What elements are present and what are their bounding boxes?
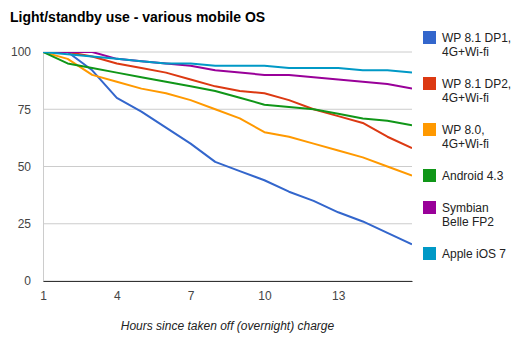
y-tick: 75 <box>18 103 43 117</box>
series-line <box>43 52 412 73</box>
series-line <box>43 52 412 125</box>
y-tick-label: 75 <box>18 103 32 117</box>
legend-swatch <box>423 201 436 214</box>
legend-label: Android 4.3 <box>442 169 504 183</box>
legend-label-line: Belle FP2 <box>442 215 494 229</box>
legend-label-line: WP 8.1 DP1, <box>442 31 511 45</box>
legend-item: WP 8.1 DP2,4G+Wi-fi <box>423 77 511 105</box>
x-tick: 4 <box>114 281 121 303</box>
x-axis-line <box>44 281 413 282</box>
y-tick-label: 25 <box>18 217 32 231</box>
y-tick: 0 <box>24 274 43 288</box>
legend-label-line: Apple iOS 7 <box>442 247 506 261</box>
legend-label-line: Symbian <box>442 201 489 215</box>
grid <box>43 52 412 281</box>
x-axis-title: Hours since taken off (overnight) charge <box>121 319 335 333</box>
y-tick: 25 <box>18 217 43 231</box>
legend-item: WP 8.0,4G+Wi-fi <box>423 123 489 151</box>
legend-label: WP 8.1 DP1,4G+Wi-fi <box>442 31 511 59</box>
y-tick: 50 <box>18 160 43 174</box>
legend-item: Apple iOS 7 <box>423 247 506 261</box>
legend-label-line: WP 8.0, <box>442 123 484 137</box>
grid-line <box>43 52 412 53</box>
x-tick-label: 4 <box>114 289 121 303</box>
title: Light/standby use - various mobile OS <box>10 9 265 25</box>
x-tick-label: 10 <box>258 289 272 303</box>
x-tick-label: 7 <box>188 289 195 303</box>
series-line <box>43 52 412 244</box>
x-tick: 10 <box>258 281 272 303</box>
y-tick-label: 100 <box>11 45 31 59</box>
series-line <box>43 52 412 148</box>
x-tick-label: 1 <box>40 289 47 303</box>
x-tick: 13 <box>332 281 346 303</box>
y-tick-label: 50 <box>18 160 32 174</box>
legend-label: SymbianBelle FP2 <box>442 201 494 229</box>
legend-label-line: 4G+Wi-fi <box>442 91 489 105</box>
series-line <box>43 52 412 176</box>
background <box>0 0 517 343</box>
grid-line <box>43 223 412 224</box>
grid-line <box>43 109 412 110</box>
legend-item: SymbianBelle FP2 <box>423 201 494 229</box>
y-tick: 100 <box>11 45 43 59</box>
plot: 0 25 50 75 100 1 4 7 10 13 <box>11 45 413 302</box>
legend-swatch <box>423 77 436 90</box>
y-axis-line <box>43 53 44 282</box>
x-tick-label: 13 <box>332 289 346 303</box>
x-axis: 1 4 7 10 13 <box>40 281 412 303</box>
legend-label: WP 8.0,4G+Wi-fi <box>442 123 489 151</box>
legend-label: WP 8.1 DP2,4G+Wi-fi <box>442 77 511 105</box>
legend-label-line: 4G+Wi-fi <box>442 137 489 151</box>
legend-swatch <box>423 31 436 44</box>
x-tick: 7 <box>188 281 195 303</box>
legend-item: Android 4.3 <box>423 169 504 183</box>
x-tick: 1 <box>40 281 47 303</box>
series-line <box>43 52 412 89</box>
legend-label-line: Android 4.3 <box>442 169 504 183</box>
legend: WP 8.1 DP1,4G+Wi-fiWP 8.1 DP2,4G+Wi-fiWP… <box>423 31 511 261</box>
legend-item: WP 8.1 DP1,4G+Wi-fi <box>423 31 511 59</box>
legend-swatch <box>423 247 436 260</box>
legend-label: Apple iOS 7 <box>442 247 506 261</box>
chart: Light/standby use - various mobile OS 0 25… <box>0 0 517 343</box>
y-axis: 0 25 50 75 100 <box>11 45 44 288</box>
legend-label-line: WP 8.1 DP2, <box>442 77 511 91</box>
legend-label-line: 4G+Wi-fi <box>442 45 489 59</box>
legend-swatch <box>423 123 436 136</box>
series-group <box>43 52 412 244</box>
grid-line <box>43 281 412 282</box>
legend-swatch <box>423 169 436 182</box>
y-tick-label: 0 <box>24 274 31 288</box>
